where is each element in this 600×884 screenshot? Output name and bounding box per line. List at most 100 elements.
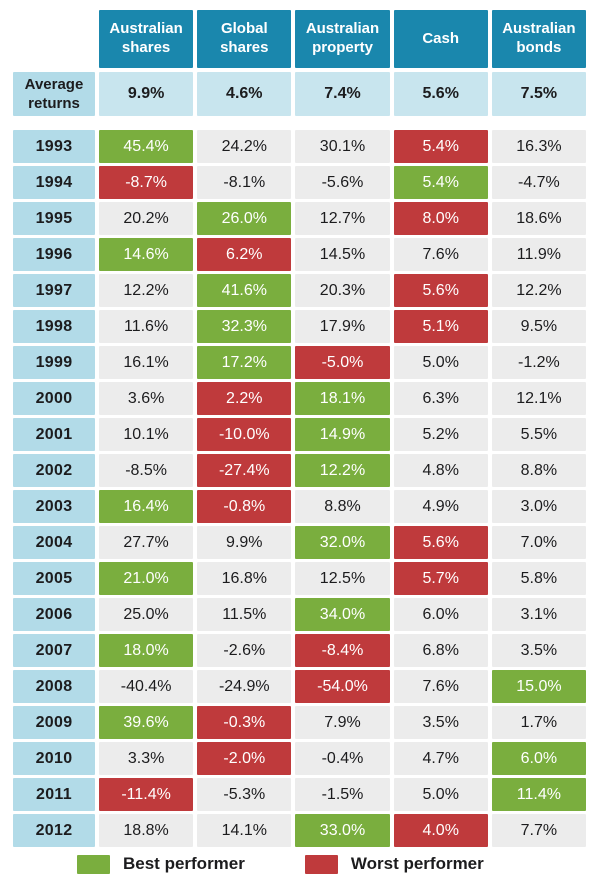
value-cell: 6.3%: [393, 382, 488, 415]
year-cell: 2010: [13, 742, 95, 775]
value-cell: 4.8%: [393, 454, 488, 487]
table-body: 1993 45.4% 24.2% 30.1% 5.4% 16.3% 1994 -8.7% -8.…: [13, 130, 586, 847]
value-cell: 16.3%: [491, 130, 586, 163]
year-cell: 1997: [13, 274, 95, 307]
table-row: 2003 16.4% -0.8% 8.8% 4.9% 3.0%: [13, 490, 586, 523]
worst-performer-cell: -54.0%: [295, 670, 390, 703]
table-header-row: Australian shares Global shares Australi…: [13, 10, 586, 68]
worst-performer-cell: -27.4%: [197, 454, 292, 487]
worst-performer-cell: 8.0%: [393, 202, 488, 235]
worst-performer-cell: 5.6%: [393, 526, 488, 559]
value-cell: 25.0%: [99, 598, 194, 631]
value-cell: -8.5%: [99, 454, 194, 487]
value-cell: 8.8%: [491, 454, 586, 487]
value-cell: -1.2%: [491, 346, 586, 379]
year-cell: 2012: [13, 814, 95, 847]
value-cell: 5.0%: [393, 346, 488, 379]
year-cell: 2004: [13, 526, 95, 559]
best-performer-cell: 32.0%: [295, 526, 390, 559]
table-row: 2009 39.6% -0.3% 7.9% 3.5% 1.7%: [13, 706, 586, 739]
value-cell: 9.5%: [491, 310, 586, 343]
table-row: 1994 -8.7% -8.1% -5.6% 5.4% -4.7%: [13, 166, 586, 199]
value-cell: -40.4%: [99, 670, 194, 703]
year-cell: 2008: [13, 670, 95, 703]
value-cell: 10.1%: [99, 418, 194, 451]
table-row: 2002 -8.5% -27.4% 12.2% 4.8% 8.8%: [13, 454, 586, 487]
worst-performer-cell: -0.3%: [197, 706, 292, 739]
average-value-cash: 5.6%: [393, 72, 488, 116]
value-cell: 12.2%: [491, 274, 586, 307]
column-header-global-shares: Global shares: [197, 10, 292, 68]
worst-performer-cell: 2.2%: [197, 382, 292, 415]
value-cell: -1.5%: [295, 778, 390, 811]
best-performer-cell: 45.4%: [99, 130, 194, 163]
worst-performer-cell: -8.4%: [295, 634, 390, 667]
value-cell: 18.8%: [99, 814, 194, 847]
value-cell: 12.2%: [99, 274, 194, 307]
year-cell: 1999: [13, 346, 95, 379]
value-cell: 30.1%: [295, 130, 390, 163]
best-performer-cell: 16.4%: [99, 490, 194, 523]
best-performer-cell: 21.0%: [99, 562, 194, 595]
worst-performer-cell: -11.4%: [99, 778, 194, 811]
worst-performer-cell: 5.7%: [393, 562, 488, 595]
column-header-australian-bonds: Australian bonds: [491, 10, 586, 68]
year-cell: 1994: [13, 166, 95, 199]
value-cell: 11.9%: [491, 238, 586, 271]
best-performer-cell: 17.2%: [197, 346, 292, 379]
value-cell: 3.0%: [491, 490, 586, 523]
year-cell: 2001: [13, 418, 95, 451]
value-cell: 7.0%: [491, 526, 586, 559]
year-cell: 2007: [13, 634, 95, 667]
value-cell: 6.8%: [393, 634, 488, 667]
best-performer-cell: 33.0%: [295, 814, 390, 847]
value-cell: 20.3%: [295, 274, 390, 307]
best-performer-cell: 11.4%: [491, 778, 586, 811]
year-cell: 2011: [13, 778, 95, 811]
column-header-australian-shares: Australian shares: [99, 10, 194, 68]
table-row: 1997 12.2% 41.6% 20.3% 5.6% 12.2%: [13, 274, 586, 307]
value-cell: -2.6%: [197, 634, 292, 667]
table-row: 2006 25.0% 11.5% 34.0% 6.0% 3.1%: [13, 598, 586, 631]
table-row: 2005 21.0% 16.8% 12.5% 5.7% 5.8%: [13, 562, 586, 595]
legend: Best performer Worst performer: [13, 854, 586, 874]
worst-performer-cell: -2.0%: [197, 742, 292, 775]
table-row: 1999 16.1% 17.2% -5.0% 5.0% -1.2%: [13, 346, 586, 379]
value-cell: 8.8%: [295, 490, 390, 523]
average-value-australian-shares: 9.9%: [99, 72, 194, 116]
average-returns-label: Average returns: [13, 72, 95, 116]
table-row: 1996 14.6% 6.2% 14.5% 7.6% 11.9%: [13, 238, 586, 271]
legend-item-best: Best performer: [77, 854, 245, 874]
value-cell: 5.5%: [491, 418, 586, 451]
value-cell: 3.6%: [99, 382, 194, 415]
value-cell: 14.1%: [197, 814, 292, 847]
year-cell: 2000: [13, 382, 95, 415]
year-cell: 1995: [13, 202, 95, 235]
value-cell: 7.7%: [491, 814, 586, 847]
worst-performer-cell: 5.1%: [393, 310, 488, 343]
value-cell: 5.8%: [491, 562, 586, 595]
value-cell: 3.5%: [491, 634, 586, 667]
value-cell: 11.5%: [197, 598, 292, 631]
worst-performer-cell: 6.2%: [197, 238, 292, 271]
value-cell: 4.7%: [393, 742, 488, 775]
best-performer-cell: 39.6%: [99, 706, 194, 739]
value-cell: 5.0%: [393, 778, 488, 811]
table-row: 2001 10.1% -10.0% 14.9% 5.2% 5.5%: [13, 418, 586, 451]
year-cell: 2006: [13, 598, 95, 631]
value-cell: 3.3%: [99, 742, 194, 775]
best-performer-swatch: [77, 854, 110, 874]
column-header-australian-property: Australian property: [295, 10, 390, 68]
table-row: 2004 27.7% 9.9% 32.0% 5.6% 7.0%: [13, 526, 586, 559]
best-performer-cell: 5.4%: [393, 166, 488, 199]
value-cell: 20.2%: [99, 202, 194, 235]
value-cell: 18.6%: [491, 202, 586, 235]
year-cell: 1993: [13, 130, 95, 163]
value-cell: 7.6%: [393, 238, 488, 271]
value-cell: -5.3%: [197, 778, 292, 811]
average-returns-row: Average returns 9.9% 4.6% 7.4% 5.6% 7.5%: [13, 72, 586, 116]
value-cell: 17.9%: [295, 310, 390, 343]
value-cell: 12.1%: [491, 382, 586, 415]
header-corner-spacer: [13, 10, 95, 68]
